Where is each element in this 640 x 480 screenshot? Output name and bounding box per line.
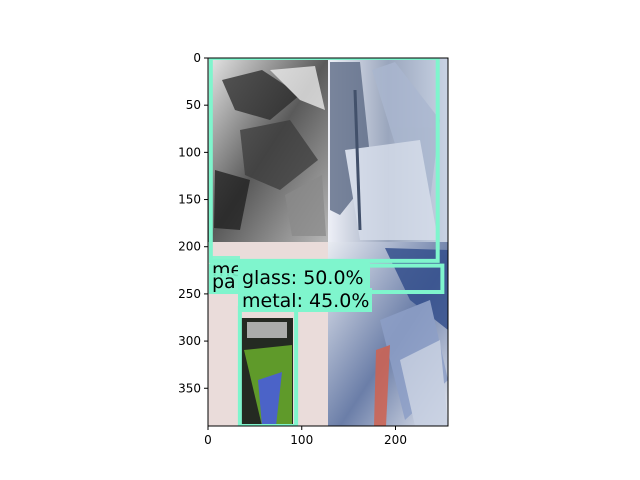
- x-axis: 0 100 200: [204, 426, 407, 447]
- label-glass: glass: 50.0%: [242, 267, 364, 289]
- label-paper: pa: [212, 271, 236, 293]
- y-axis: 0 50 100 150 200 250 300 350: [178, 51, 208, 395]
- y-tick-label: 200: [178, 240, 201, 254]
- foil-texture: [214, 66, 326, 236]
- y-tick-label: 350: [178, 381, 201, 395]
- can-texture: [241, 318, 293, 426]
- label-bg-paper: [210, 273, 240, 293]
- y-tick-label: 100: [178, 145, 201, 159]
- x-tick-label: 200: [384, 433, 407, 447]
- x-tick-label: 0: [204, 433, 212, 447]
- x-tick-label: 100: [290, 433, 313, 447]
- label-metal-can: metal: 45.0%: [242, 290, 369, 312]
- bounding-box-metal-top: [208, 58, 440, 263]
- y-tick-label: 150: [178, 193, 201, 207]
- y-tick-label: 250: [178, 287, 201, 301]
- label-bg-metal-can: [238, 288, 372, 312]
- y-tick-label: 0: [193, 51, 201, 65]
- y-tick-label: 50: [186, 98, 201, 112]
- axes-frame: [207, 57, 449, 427]
- glass-texture: [330, 62, 440, 240]
- y-tick-label: 300: [178, 334, 201, 348]
- mosaic-image: [208, 58, 448, 426]
- label-bg-glass: [238, 263, 370, 289]
- shards-texture: [374, 248, 448, 426]
- detection-labels: me pa glass: 50.0% metal: 45.0%: [210, 256, 372, 312]
